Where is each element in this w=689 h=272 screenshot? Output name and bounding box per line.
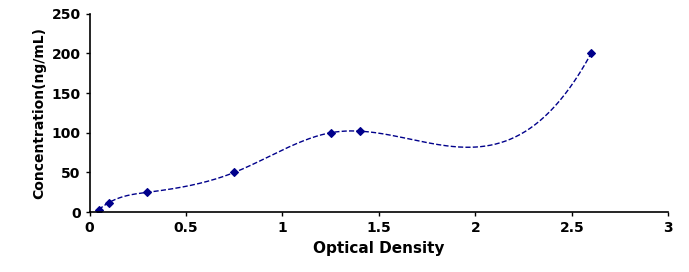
- X-axis label: Optical Density: Optical Density: [313, 241, 444, 256]
- Y-axis label: Concentration(ng/mL): Concentration(ng/mL): [32, 27, 46, 199]
